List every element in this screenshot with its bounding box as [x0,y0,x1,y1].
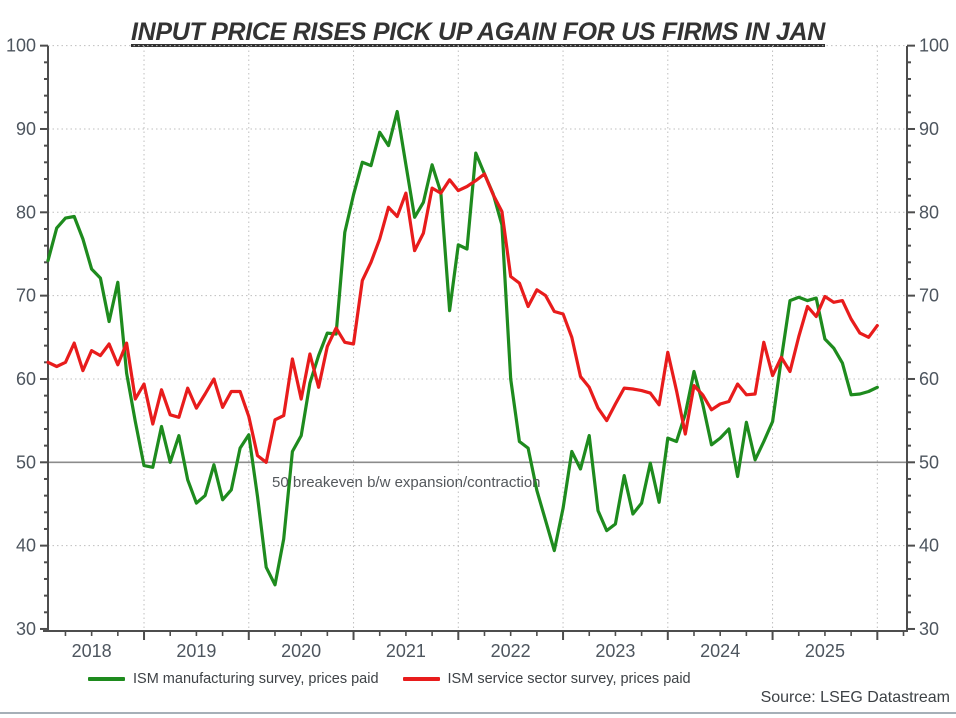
svg-text:80: 80 [16,202,36,222]
svg-text:50: 50 [16,452,36,472]
svg-text:90: 90 [16,119,36,139]
svg-text:30: 30 [919,619,939,639]
source-credit: Source: LSEG Datastream [760,689,950,706]
svg-text:40: 40 [919,536,939,556]
services-line-swatch [402,677,440,681]
svg-text:2021: 2021 [386,641,426,661]
manufacturing-line-swatch [88,677,125,681]
chart-legend: ISM manufacturing survey, prices paid IS… [88,671,715,687]
svg-text:100: 100 [6,36,36,56]
chart-title: INPUT PRICE RISES PICK UP AGAIN FOR US F… [130,17,826,46]
breakeven-annotation: 50 breakeven b/w expansion/contraction [272,474,541,491]
svg-text:2025: 2025 [805,641,845,661]
svg-text:70: 70 [919,286,939,306]
svg-text:80: 80 [919,202,939,222]
svg-text:30: 30 [16,619,36,639]
svg-text:90: 90 [919,119,939,139]
svg-text:100: 100 [919,36,949,56]
svg-text:2023: 2023 [595,641,635,661]
legend-label-services: ISM service sector survey, prices paid [447,671,691,687]
svg-text:2019: 2019 [176,641,216,661]
svg-text:2024: 2024 [700,641,740,661]
svg-text:60: 60 [16,369,36,389]
svg-text:50: 50 [919,452,939,472]
svg-text:70: 70 [16,286,36,306]
svg-text:2020: 2020 [281,641,321,661]
svg-text:2018: 2018 [72,641,112,661]
bottom-divider [0,712,956,714]
svg-text:2022: 2022 [491,641,531,661]
svg-text:40: 40 [16,536,36,556]
legend-item-services: ISM service sector survey, prices paid [402,671,691,687]
svg-text:60: 60 [919,369,939,389]
legend-item-manufacturing: ISM manufacturing survey, prices paid [88,671,379,687]
legend-label-manufacturing: ISM manufacturing survey, prices paid [133,671,379,687]
